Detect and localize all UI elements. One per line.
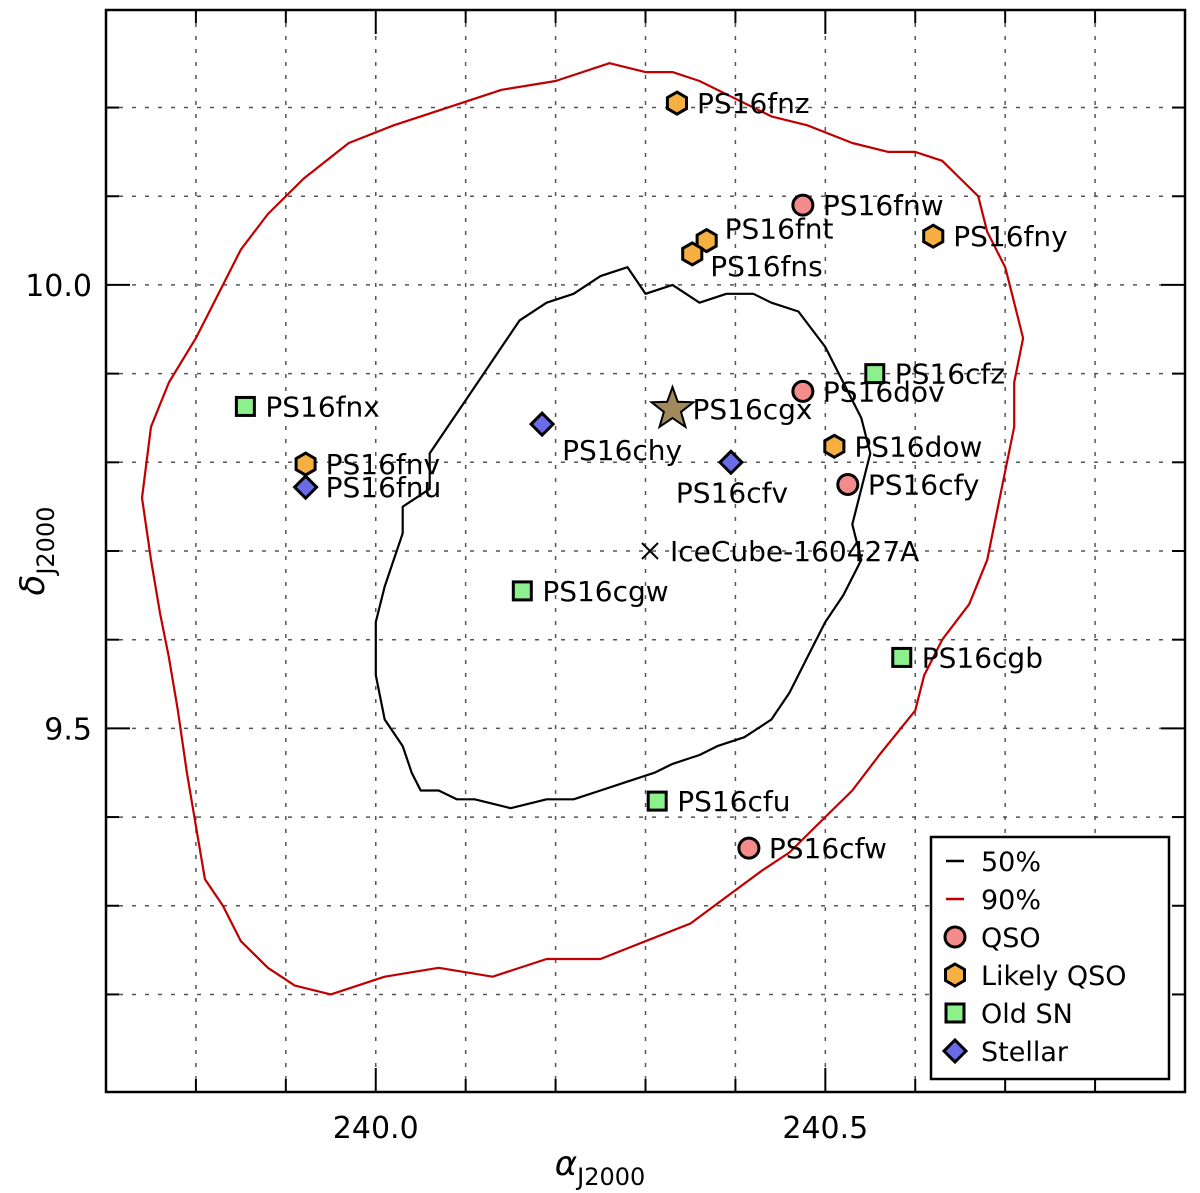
legend-label: QSO — [981, 923, 1041, 954]
y-tick-label: 9.5 — [44, 712, 92, 747]
x-tick-label: 240.0 — [333, 1111, 419, 1146]
point-label: PS16chy — [562, 434, 682, 467]
legend-label: Old SN — [981, 999, 1073, 1030]
point-label: PS16fnw — [823, 189, 944, 222]
point-label: PS16fnx — [265, 390, 379, 423]
legend-marker-qso — [943, 925, 967, 949]
point-label: PS16cfy — [868, 468, 980, 501]
point-label: IceCube-160427A — [670, 535, 919, 568]
point-label: PS16dow — [854, 430, 982, 463]
marker-PS16cfv — [717, 449, 745, 476]
point-label: PS16cfv — [676, 476, 788, 509]
marker-PS16fnw — [791, 193, 815, 217]
point-label: PS16cgw — [542, 575, 668, 608]
point-label: PS16fnt — [725, 213, 834, 246]
x-tick-label: 240.5 — [782, 1111, 868, 1146]
marker-PS16cgx — [648, 384, 697, 430]
point-label: PS16fnz — [697, 87, 810, 120]
marker-PS16cfu — [646, 790, 668, 812]
point-label: PS16fnu — [326, 471, 442, 504]
point-label: PS16cgx — [692, 393, 812, 426]
point-label: PS16fnv — [326, 448, 440, 481]
marker-PS16cgw — [511, 580, 533, 602]
marker-PS16fny — [922, 223, 945, 249]
legend-label: Stellar — [981, 1037, 1069, 1068]
legend-marker-likely_qso — [944, 962, 966, 988]
point-label: PS16cgb — [922, 641, 1043, 674]
legend-box — [929, 835, 1171, 1081]
marker-PS16cfz — [864, 363, 886, 385]
legend: 50% 90% QSO Likely QSO Old SN Stellar — [929, 835, 1171, 1081]
marker-PS16cfw — [737, 836, 761, 860]
contour-90pct — [140, 62, 1025, 996]
point-label: PS16cfz — [895, 358, 1005, 391]
point-label: PS16cfw — [769, 832, 887, 865]
marker-PS16dow — [823, 433, 846, 460]
legend-label: Likely QSO — [981, 961, 1127, 992]
x-axis-title: αJ2000 — [555, 1144, 646, 1191]
marker-PS16fns — [681, 241, 704, 267]
point-label: PS16dov — [823, 375, 945, 408]
axes: 240.0 240.5 10.0 9.5 αJ2000 δJ2000 — [13, 8, 1187, 1191]
point-label: PS16fny — [953, 220, 1067, 253]
y-tick-label: 10.0 — [25, 269, 92, 304]
legend-label: 50% — [981, 847, 1041, 878]
contour-50pct — [374, 266, 872, 810]
y-axis-title: δJ2000 — [13, 507, 60, 596]
data-points — [234, 90, 945, 860]
legend-marker-stellar — [941, 1037, 969, 1065]
marker-PS16chy — [528, 411, 556, 438]
marker-PS16cgb — [891, 646, 913, 668]
legend-label: 90% — [981, 885, 1041, 916]
marker-PS16fnt — [695, 227, 718, 254]
marker-PS16fnx — [234, 395, 256, 417]
legend-marker-old_sn — [944, 1002, 966, 1024]
marker-PS16dov — [791, 379, 815, 403]
marker-PS16fnu — [292, 474, 319, 501]
point-label: PS16fns — [710, 250, 822, 283]
marker-PS16fnv — [294, 451, 317, 477]
marker-PS16cfy — [836, 472, 860, 496]
marker-IceCube-160427A — [641, 542, 659, 560]
contours — [140, 62, 1025, 996]
marker-PS16fnz — [665, 90, 688, 116]
point-label: PS16cfu — [677, 785, 790, 818]
